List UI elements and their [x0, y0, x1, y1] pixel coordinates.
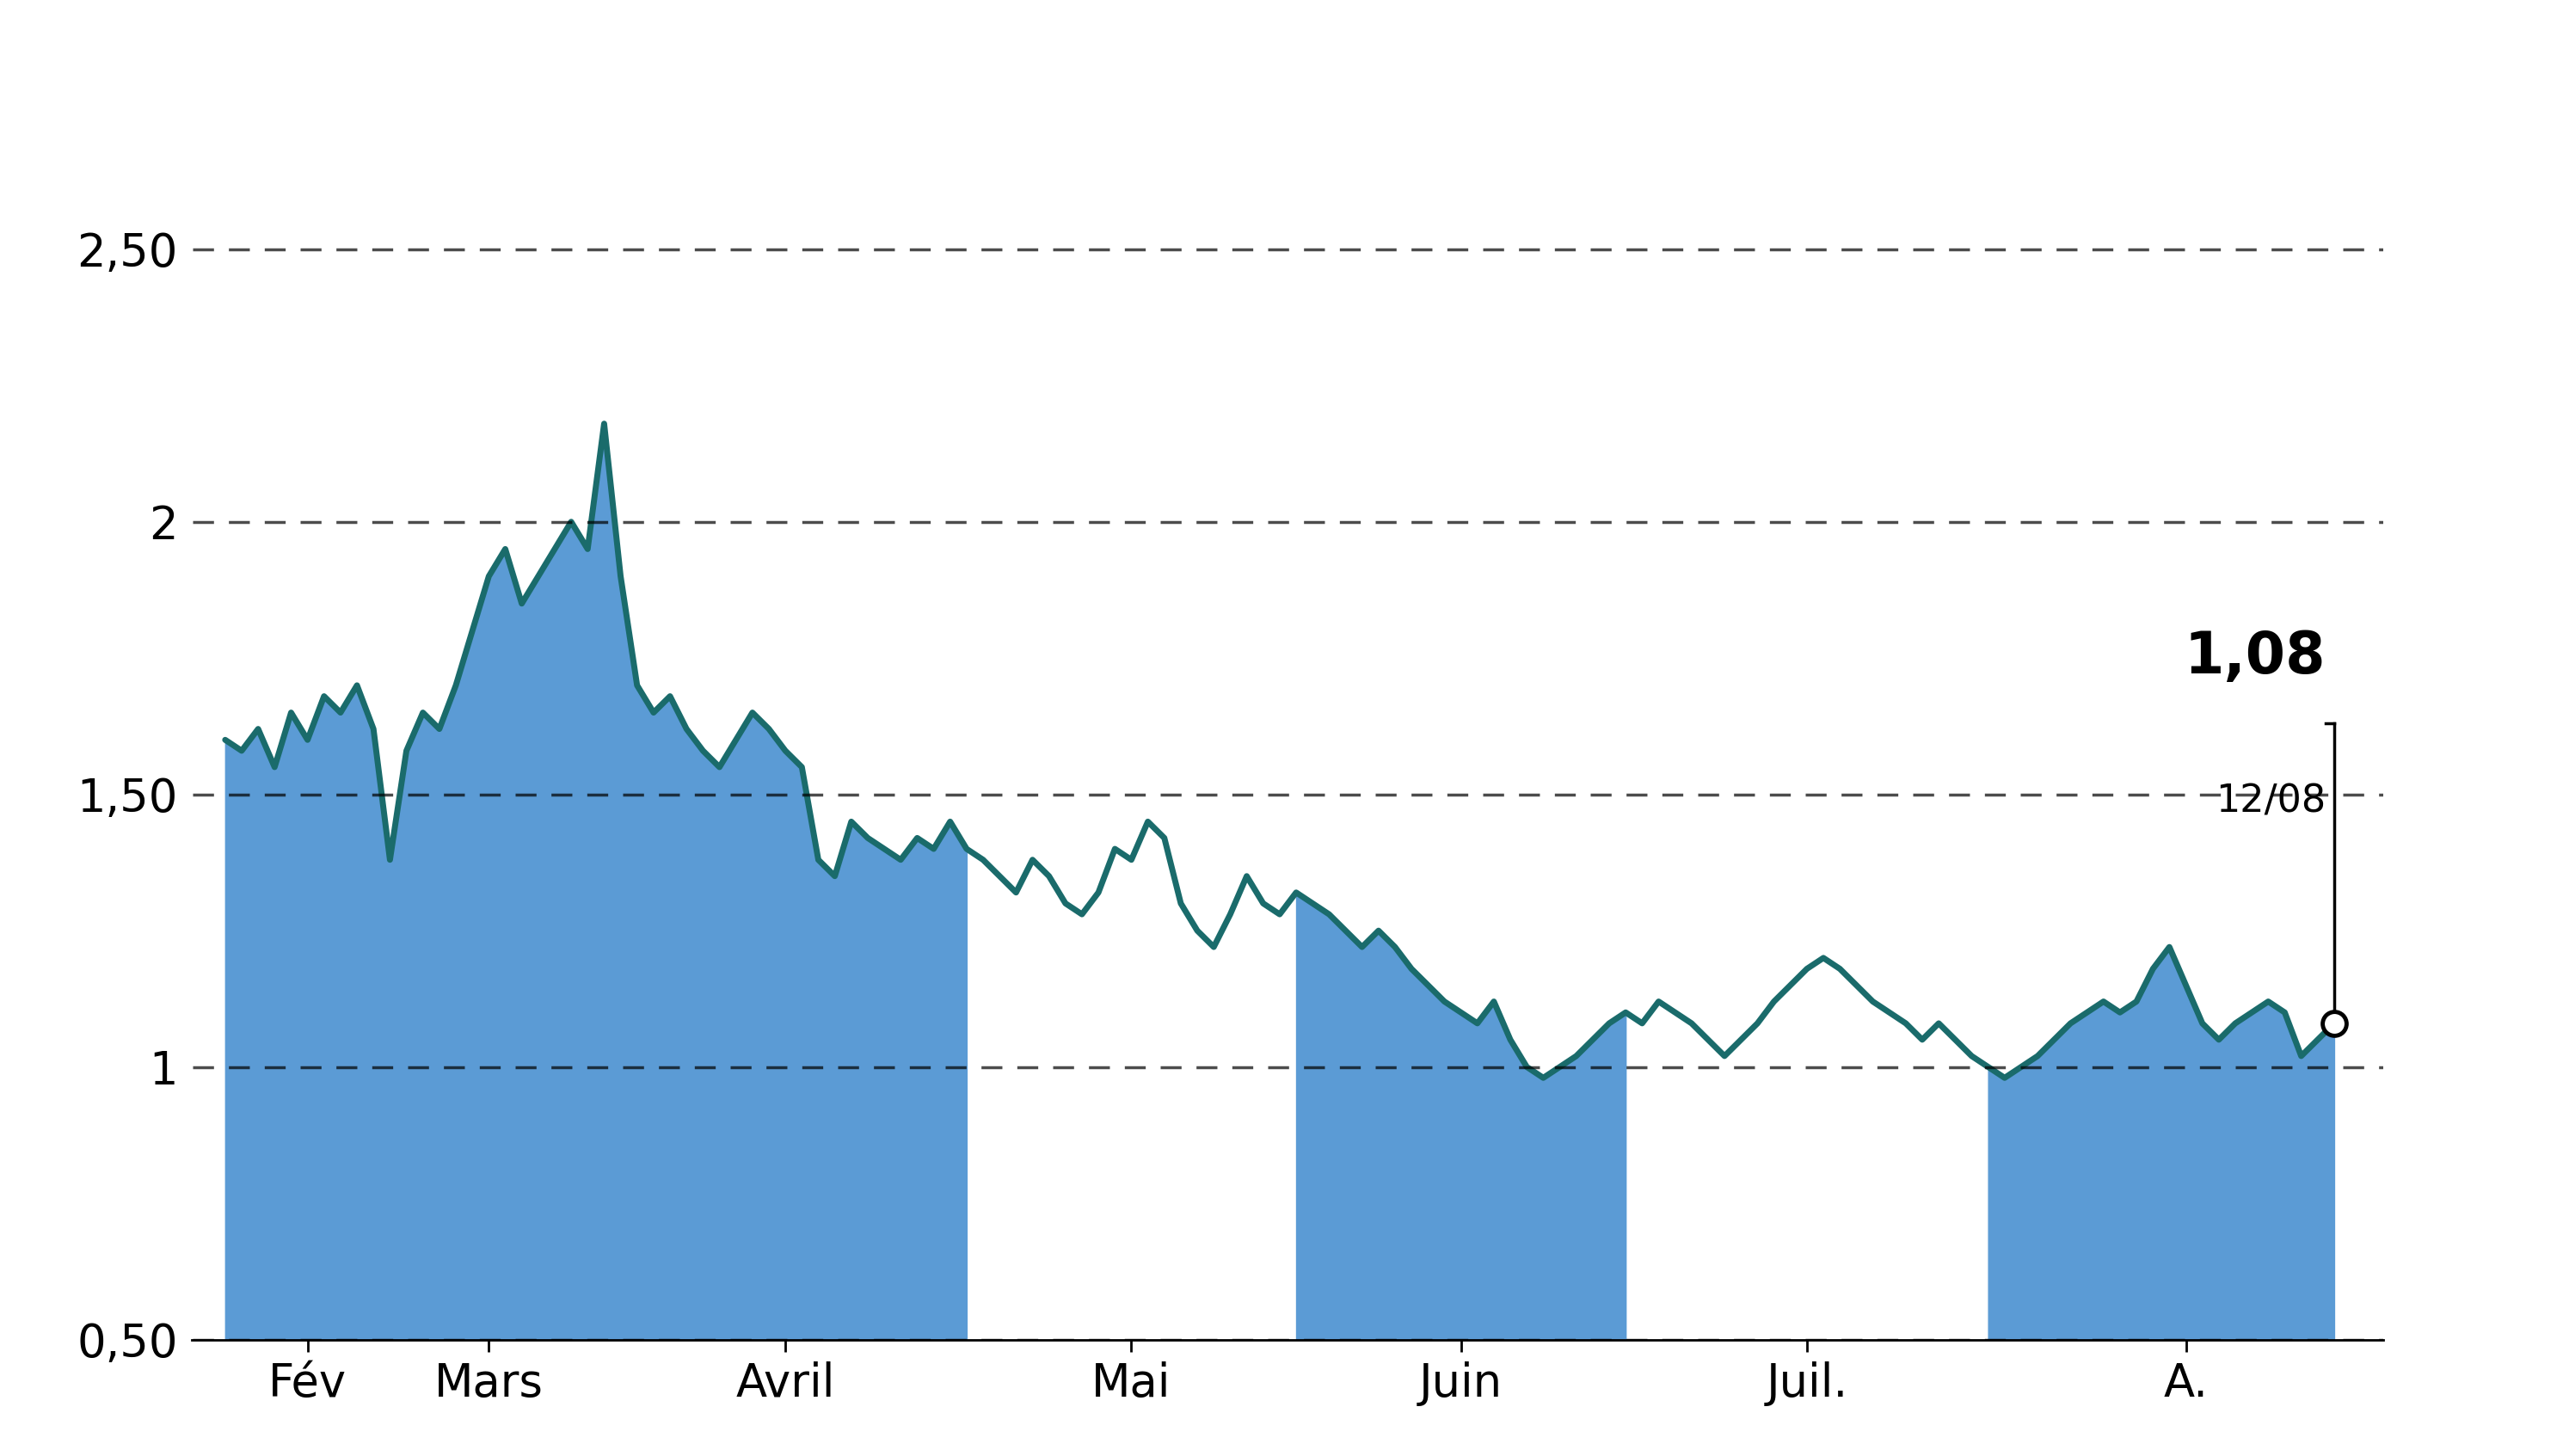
Text: 1,08: 1,08: [2184, 629, 2325, 686]
Text: Engine Gaming and Media, Inc.: Engine Gaming and Media, Inc.: [572, 36, 1991, 116]
Text: 12/08: 12/08: [2217, 783, 2325, 820]
